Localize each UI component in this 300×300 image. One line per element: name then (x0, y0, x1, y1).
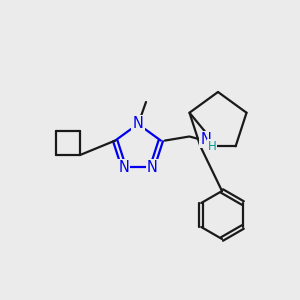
Text: N: N (200, 132, 211, 147)
Text: N: N (118, 160, 129, 175)
Text: H: H (208, 140, 216, 153)
Text: N: N (147, 160, 158, 175)
Text: N: N (133, 116, 143, 131)
